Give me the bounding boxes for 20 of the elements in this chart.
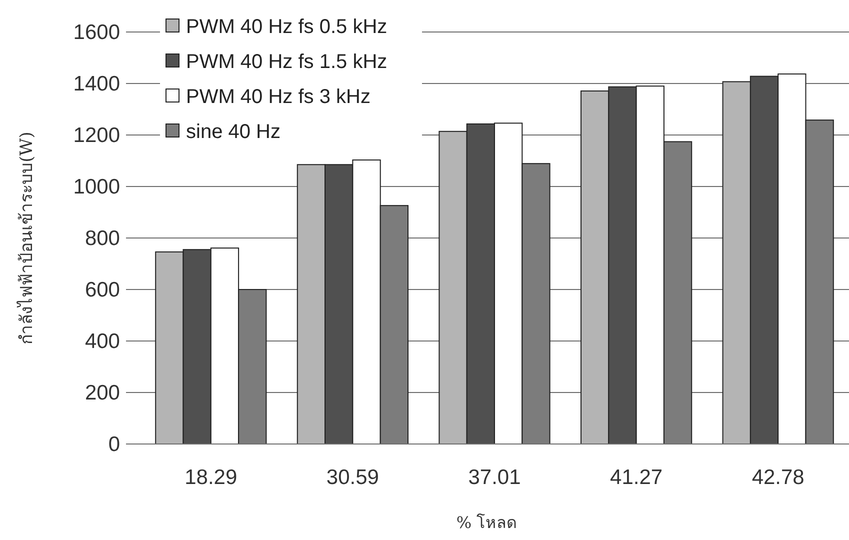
y-tick-label: 600 [84,278,120,302]
y-axis-title: กำลังไฟฟ้าป้อนเข้าระบบ(W) [16,132,37,344]
y-tick-label: 200 [84,382,120,404]
legend-label: PWM 40 Hz fs 0.5 kHz [186,16,388,38]
x-axis-title: % โหลด [456,513,517,532]
y-tick-label: 0 [108,433,120,456]
legend-label: sine 40 Hz [186,121,280,143]
y-tick-label: 1000 [73,176,120,198]
y-tick-label: 1200 [73,124,120,147]
x-tick-label: 37.01 [468,466,521,489]
y-tick-label: 1600 [73,21,120,44]
y-tick-label: 1400 [73,72,120,96]
y-tick-label: 400 [84,330,120,353]
x-tick-label: 18.29 [184,466,238,489]
x-tick-label: 41.27 [610,466,663,489]
x-tick-label: 42.78 [752,466,804,489]
x-tick-label: 30.59 [326,466,379,489]
y-tick-label: 800 [84,227,120,250]
legend-label: PWM 40 Hz fs 3 kHz [186,86,370,108]
legend-label: PWM 40 Hz fs 1.5 kHz [186,51,388,73]
